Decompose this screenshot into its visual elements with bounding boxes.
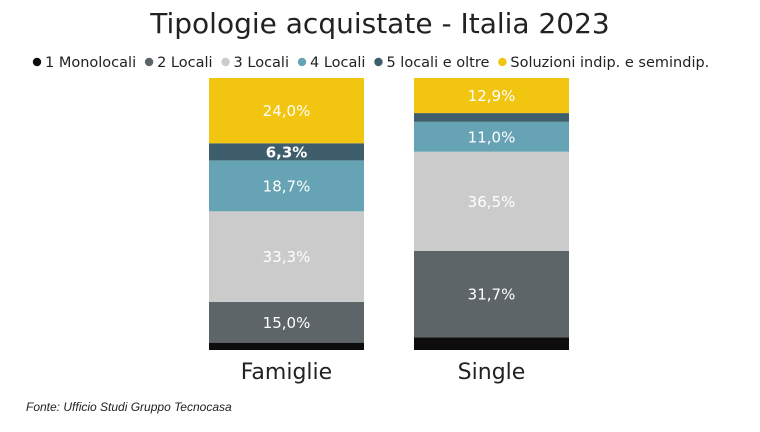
legend-item: 5 locali e oltre <box>374 55 489 71</box>
chart-legend: 1 Monolocali 2 Locali 3 Locali 4 Locali 5 lo… <box>32 55 709 71</box>
stacked-bar: 15,0% 33,3% 18,7% 6,3% 24,0% <box>209 78 364 350</box>
bar-segment <box>414 337 569 350</box>
bar-segment <box>414 121 569 152</box>
legend-label: 3 Locali <box>234 55 289 71</box>
data-label: 24,0% <box>263 102 311 120</box>
bar-segment <box>414 250 569 338</box>
legend-item: 4 Locali <box>297 55 365 71</box>
category-label: Single <box>458 360 526 385</box>
data-label: 12,9% <box>468 87 516 105</box>
data-label: 33,3% <box>263 248 311 266</box>
legend-item: 2 Locali <box>144 55 213 71</box>
legend-marker <box>221 57 230 67</box>
legend-marker <box>498 57 507 67</box>
bar-segment <box>209 143 364 161</box>
bar-segment <box>209 342 364 350</box>
legend-marker <box>297 57 307 67</box>
stacked-bar: 31,7% 36,5% 11,0% 12,9% <box>414 78 569 350</box>
source-note: Fonte: Ufficio Studi Gruppo Tecnocasa <box>26 400 232 414</box>
legend-item: Soluzioni indip. e semindip. <box>498 55 709 71</box>
data-label: 18,7% <box>263 177 311 195</box>
bar-segment <box>209 160 364 212</box>
bar-segment <box>414 113 569 122</box>
legend-marker <box>32 57 42 67</box>
legend-label: 4 Locali <box>310 55 365 71</box>
legend-label: Soluzioni indip. e semindip. <box>510 55 709 71</box>
bar-segment <box>209 301 364 343</box>
bar-segment <box>414 78 569 114</box>
legend-marker <box>144 57 154 67</box>
bar-segment <box>209 78 364 144</box>
chart-title: Tipologie acquistate - Italia 2023 <box>149 7 609 40</box>
chart-bars: 15,0% 33,3% 18,7% 6,3% 24,0% 31,7% 36,5% 11,0% 1… <box>209 78 569 350</box>
legend-item: 1 Monolocali <box>32 55 136 71</box>
category-label: Famiglie <box>241 360 332 385</box>
data-label: 11,0% <box>468 128 516 146</box>
data-label: 6,3% <box>266 143 308 161</box>
data-label: 15,0% <box>263 314 311 332</box>
legend-label: 5 locali e oltre <box>386 55 489 71</box>
legend-item: 3 Locali <box>221 55 289 71</box>
bar-segment <box>209 211 364 302</box>
category-labels: Famiglie Single <box>241 360 526 385</box>
bar-segment <box>414 151 569 251</box>
legend-label: 1 Monolocali <box>45 55 136 71</box>
legend-label: 2 Locali <box>157 55 212 71</box>
data-label: 36,5% <box>468 193 516 211</box>
legend-marker <box>374 57 383 67</box>
data-label: 31,7% <box>468 286 516 304</box>
